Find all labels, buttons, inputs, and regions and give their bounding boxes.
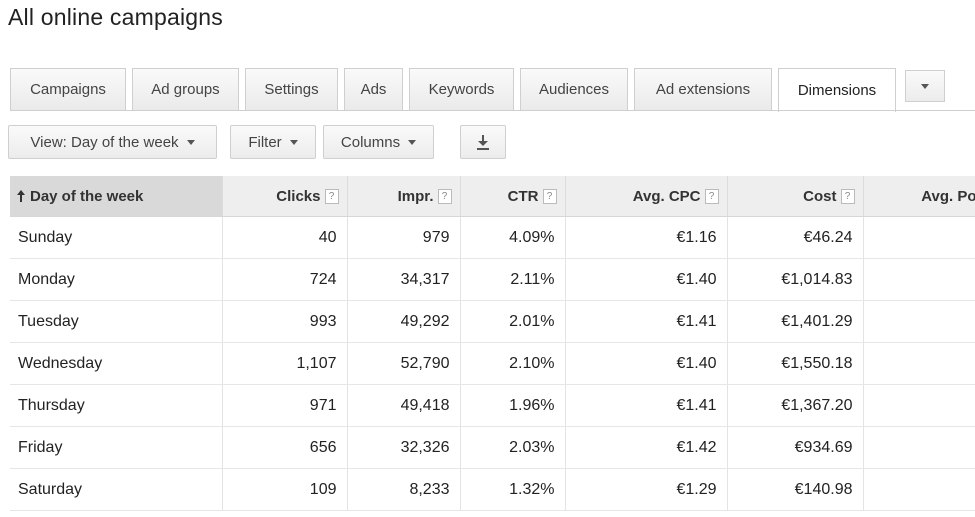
cell-day: Wednesday <box>10 342 223 385</box>
cell-avg-pos <box>863 216 975 259</box>
tab-audiences[interactable]: Audiences <box>520 68 628 110</box>
column-header-avg-cpc[interactable]: Avg. CPC? <box>565 176 728 217</box>
table-row: Saturday 109 8,233 1.32% €1.29 €140.98 <box>10 468 975 511</box>
help-icon[interactable]: ? <box>437 189 452 205</box>
view-dropdown-label: View: Day of the week <box>30 133 179 151</box>
tab-divider <box>10 110 975 111</box>
cell-impressions: 979 <box>347 216 461 259</box>
cell-avg-pos <box>863 342 975 385</box>
cell-cost: €1,367.20 <box>727 384 864 427</box>
download-icon <box>476 134 490 150</box>
download-button[interactable] <box>460 125 506 159</box>
cell-avg-cpc: €1.41 <box>565 384 728 427</box>
cell-impressions: 49,292 <box>347 300 461 343</box>
cell-day: Thursday <box>10 384 223 427</box>
table-row: Monday 724 34,317 2.11% €1.40 €1,014.83 <box>10 258 975 301</box>
tab-dimensions[interactable]: Dimensions <box>778 68 896 112</box>
cell-avg-pos <box>863 384 975 427</box>
chevron-down-icon <box>921 83 929 89</box>
table-body: Sunday 40 979 4.09% €1.16 €46.24 Monday … <box>10 216 975 511</box>
cell-cost: €934.69 <box>727 426 864 469</box>
table-row: Thursday 971 49,418 1.96% €1.41 €1,367.2… <box>10 384 975 427</box>
cell-avg-cpc: €1.16 <box>565 216 728 259</box>
tab-ad-groups[interactable]: Ad groups <box>132 68 239 110</box>
tab-ads[interactable]: Ads <box>344 68 403 110</box>
cell-day: Saturday <box>10 468 223 511</box>
sort-ascending-icon <box>16 189 26 202</box>
cell-avg-pos <box>863 300 975 343</box>
cell-ctr: 2.11% <box>460 258 566 301</box>
table-row: Wednesday 1,107 52,790 2.10% €1.40 €1,55… <box>10 342 975 385</box>
cell-ctr: 2.03% <box>460 426 566 469</box>
chevron-down-icon <box>408 139 417 145</box>
cell-avg-cpc: €1.42 <box>565 426 728 469</box>
tab-keywords[interactable]: Keywords <box>409 68 514 110</box>
help-icon[interactable]: ? <box>704 189 719 205</box>
columns-dropdown[interactable]: Columns <box>323 125 434 159</box>
cell-impressions: 8,233 <box>347 468 461 511</box>
cell-day: Friday <box>10 426 223 469</box>
page-title: All online campaigns <box>8 4 223 30</box>
cell-clicks: 971 <box>222 384 348 427</box>
cell-avg-cpc: €1.40 <box>565 258 728 301</box>
cell-impressions: 49,418 <box>347 384 461 427</box>
cell-clicks: 1,107 <box>222 342 348 385</box>
cell-avg-pos <box>863 258 975 301</box>
cell-cost: €1,014.83 <box>727 258 864 301</box>
dimensions-table: Day of the week Clicks? Impr.? CTR? Avg.… <box>10 176 975 511</box>
cell-day: Tuesday <box>10 300 223 343</box>
chevron-down-icon <box>289 139 298 145</box>
help-icon[interactable]: ? <box>324 189 339 205</box>
column-header-cost[interactable]: Cost? <box>727 176 864 217</box>
table-row: Friday 656 32,326 2.03% €1.42 €934.69 <box>10 426 975 469</box>
tab-settings[interactable]: Settings <box>245 68 338 110</box>
table-row: Tuesday 993 49,292 2.01% €1.41 €1,401.29 <box>10 300 975 343</box>
cell-avg-cpc: €1.40 <box>565 342 728 385</box>
help-icon[interactable]: ? <box>542 189 557 205</box>
cell-clicks: 724 <box>222 258 348 301</box>
cell-cost: €1,550.18 <box>727 342 864 385</box>
view-dropdown[interactable]: View: Day of the week <box>8 125 217 159</box>
cell-avg-cpc: €1.41 <box>565 300 728 343</box>
cell-cost: €46.24 <box>727 216 864 259</box>
cell-ctr: 2.01% <box>460 300 566 343</box>
column-header-clicks[interactable]: Clicks? <box>222 176 348 217</box>
cell-cost: €1,401.29 <box>727 300 864 343</box>
tab-ad-extensions[interactable]: Ad extensions <box>634 68 772 110</box>
filter-dropdown[interactable]: Filter <box>230 125 316 159</box>
more-tabs-button[interactable] <box>905 70 945 102</box>
cell-ctr: 1.96% <box>460 384 566 427</box>
chevron-down-icon <box>186 139 195 145</box>
column-header-avg-pos[interactable]: Avg. Po <box>863 176 975 217</box>
cell-impressions: 32,326 <box>347 426 461 469</box>
cell-clicks: 40 <box>222 216 348 259</box>
cell-ctr: 4.09% <box>460 216 566 259</box>
tab-campaigns[interactable]: Campaigns <box>10 68 126 110</box>
table-row: Sunday 40 979 4.09% €1.16 €46.24 <box>10 216 975 259</box>
cell-avg-pos <box>863 426 975 469</box>
cell-avg-cpc: €1.29 <box>565 468 728 511</box>
cell-clicks: 993 <box>222 300 348 343</box>
help-icon[interactable]: ? <box>840 189 855 205</box>
columns-dropdown-label: Columns <box>340 133 401 151</box>
cell-clicks: 109 <box>222 468 348 511</box>
cell-ctr: 1.32% <box>460 468 566 511</box>
table-header-row: Day of the week Clicks? Impr.? CTR? Avg.… <box>10 176 975 217</box>
column-header-impr[interactable]: Impr.? <box>347 176 461 217</box>
cell-impressions: 52,790 <box>347 342 461 385</box>
cell-day: Monday <box>10 258 223 301</box>
cell-avg-pos <box>863 468 975 511</box>
cell-day: Sunday <box>10 216 223 259</box>
column-header-day-of-the-week[interactable]: Day of the week <box>10 176 223 217</box>
cell-clicks: 656 <box>222 426 348 469</box>
cell-cost: €140.98 <box>727 468 864 511</box>
filter-dropdown-label: Filter <box>248 133 282 151</box>
column-header-ctr[interactable]: CTR? <box>460 176 566 217</box>
cell-impressions: 34,317 <box>347 258 461 301</box>
cell-ctr: 2.10% <box>460 342 566 385</box>
